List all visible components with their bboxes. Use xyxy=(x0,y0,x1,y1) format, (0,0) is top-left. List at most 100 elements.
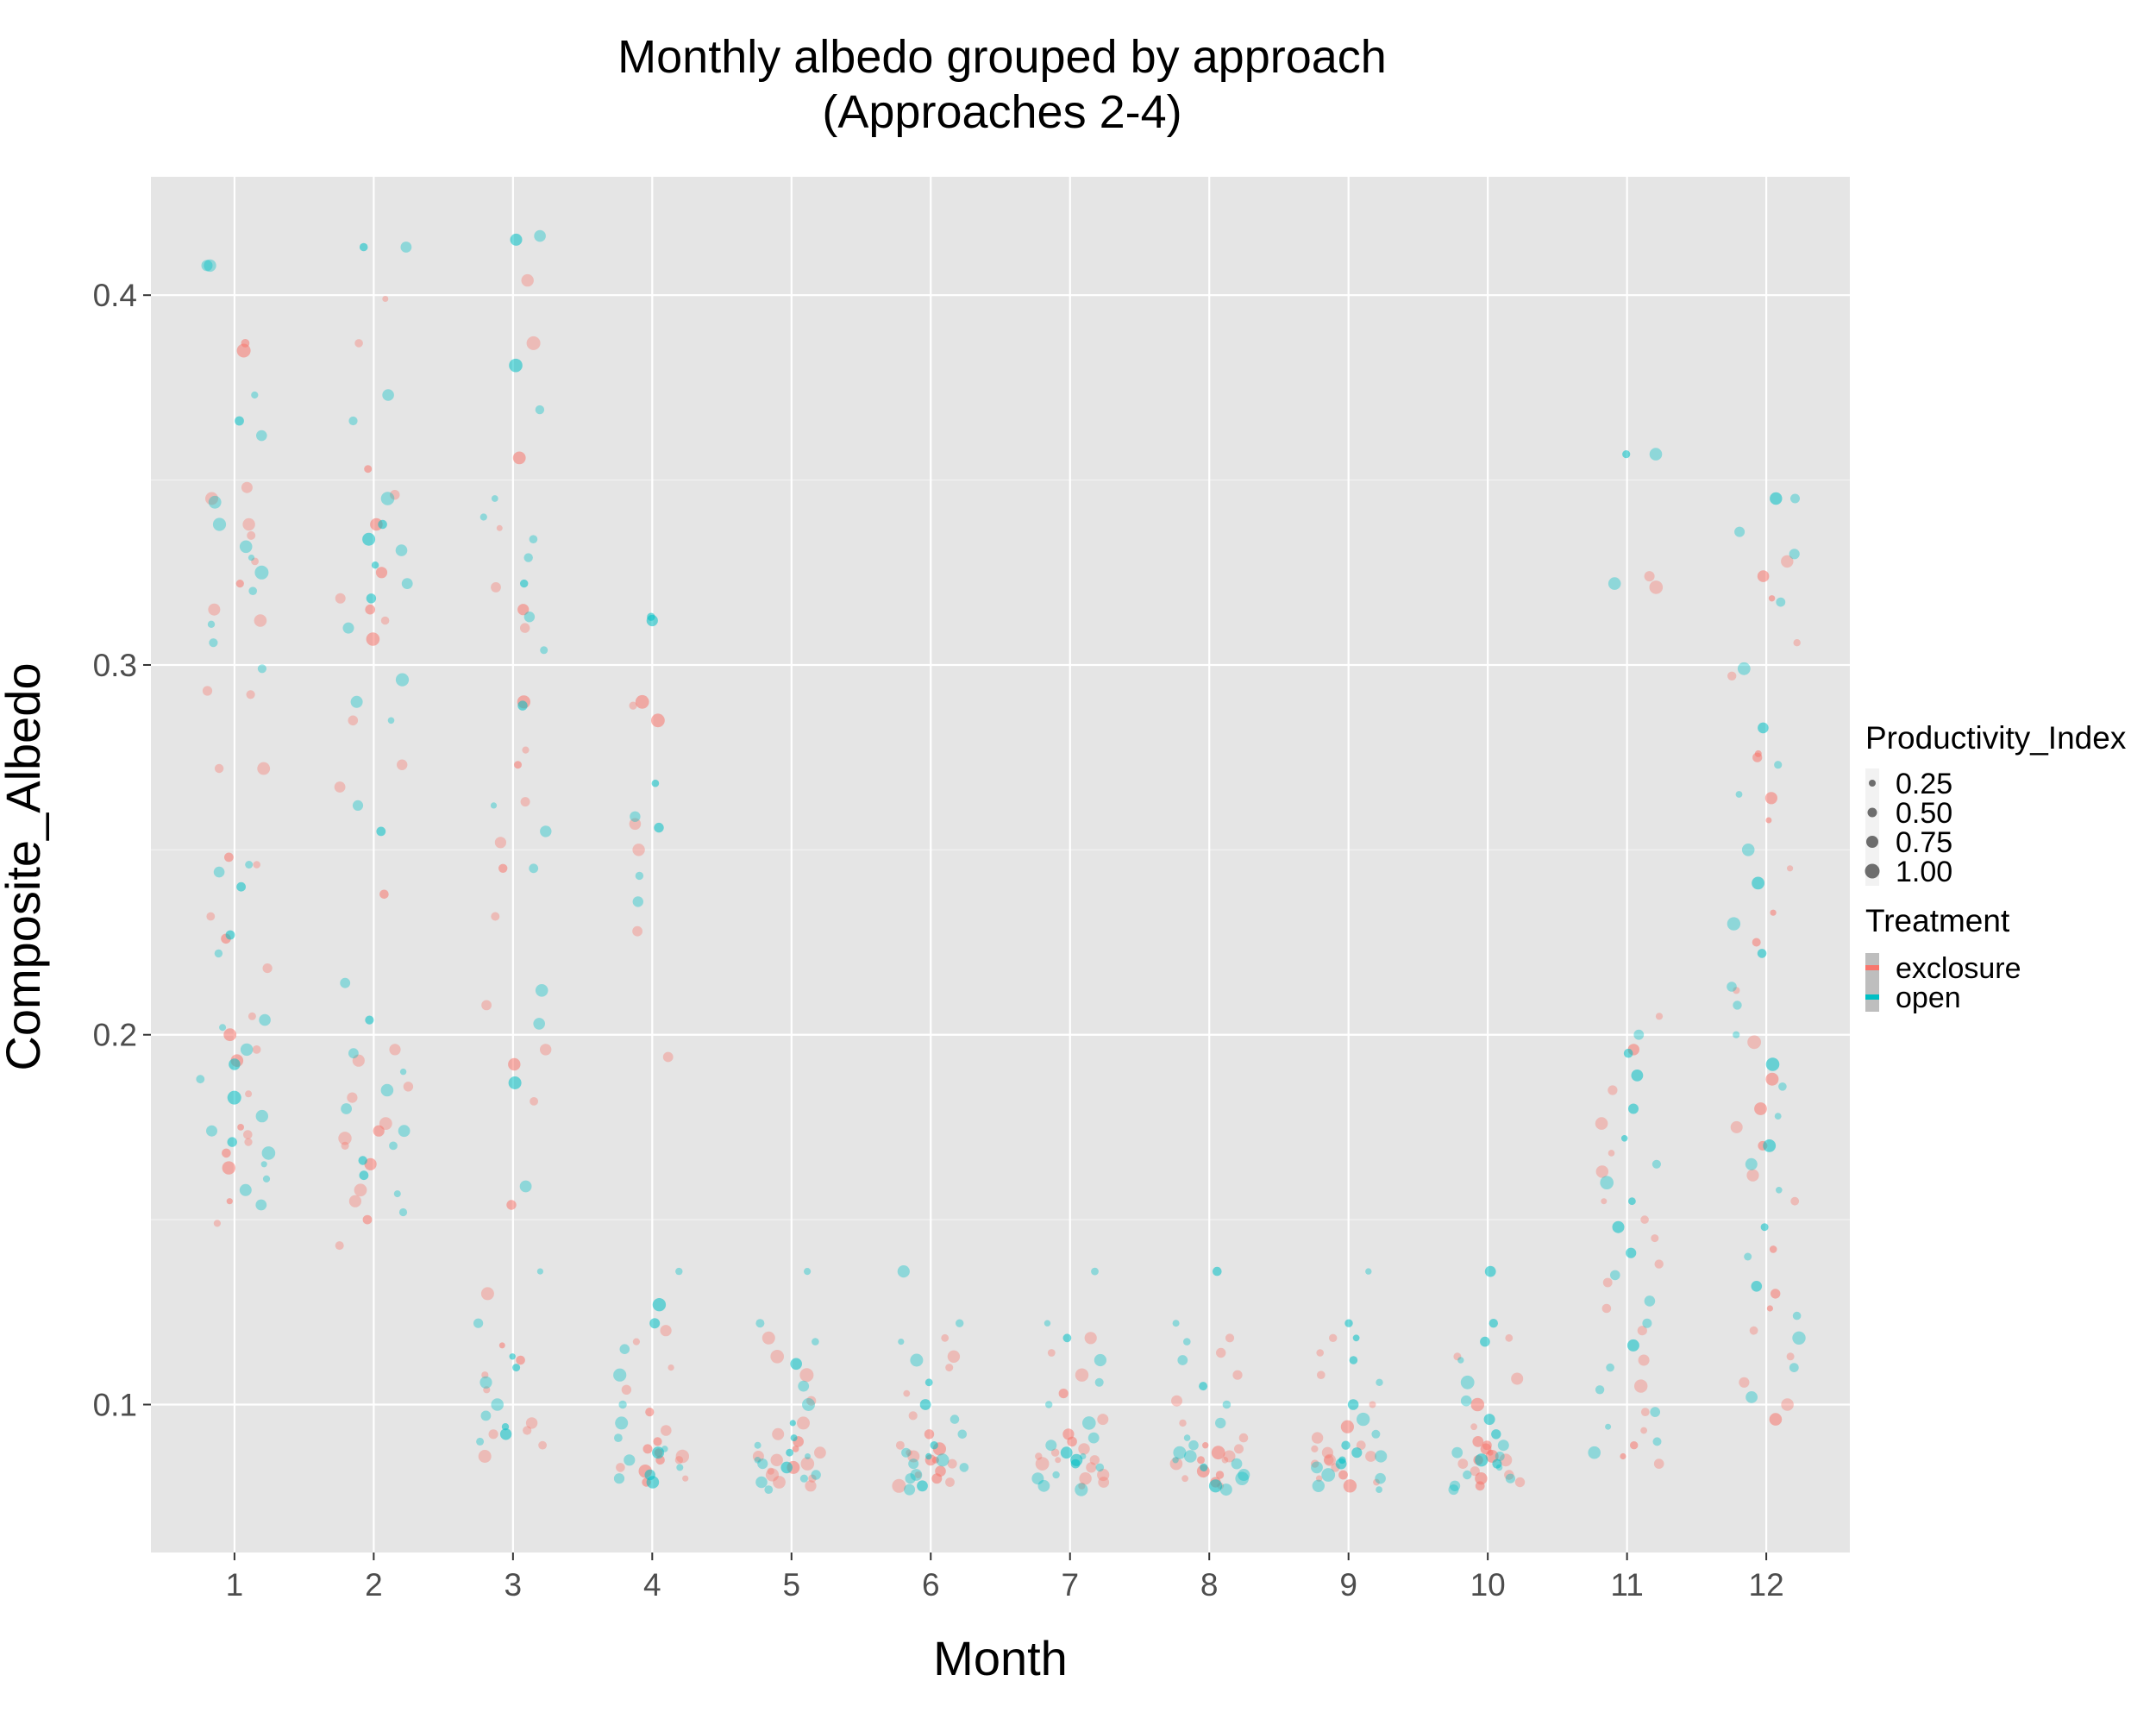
data-point-open xyxy=(790,1434,798,1442)
data-point-exclosure xyxy=(1730,1120,1743,1133)
data-point-exclosure xyxy=(1086,1462,1097,1473)
data-point-exclosure xyxy=(338,1132,352,1145)
data-point-open xyxy=(380,1083,394,1097)
x-axis-ticks: 1 2 3 4 5 6 7 8 9 10 11 12 xyxy=(226,1552,1784,1603)
data-point-exclosure xyxy=(629,701,637,710)
data-point-open xyxy=(535,405,545,415)
data-point-open xyxy=(790,1358,802,1371)
data-point-exclosure xyxy=(931,1456,939,1464)
data-point-exclosure xyxy=(335,593,346,604)
data-point-exclosure xyxy=(380,616,390,625)
data-point-open xyxy=(1491,1429,1501,1440)
data-point-exclosure xyxy=(526,336,541,350)
data-point-open xyxy=(908,1458,919,1470)
data-point-exclosure xyxy=(1058,1389,1069,1399)
data-point-exclosure xyxy=(364,1157,377,1170)
data-point-exclosure xyxy=(931,1473,943,1484)
data-point-open xyxy=(259,1013,271,1026)
data-point-open xyxy=(812,1338,819,1346)
data-point-exclosure xyxy=(1035,1457,1050,1471)
data-point-exclosure xyxy=(1470,1423,1477,1431)
data-point-open xyxy=(255,1109,268,1123)
data-point-exclosure xyxy=(379,889,389,900)
x-tick-label: 8 xyxy=(1200,1567,1219,1603)
data-point-open xyxy=(1371,1429,1381,1439)
data-point-open xyxy=(1235,1471,1249,1485)
data-point-exclosure xyxy=(1338,1470,1348,1480)
data-point-open xyxy=(619,1344,630,1354)
x-axis-label: Month xyxy=(933,1631,1068,1685)
data-point-open xyxy=(652,1446,665,1459)
data-point-exclosure xyxy=(1223,1450,1236,1463)
data-point-exclosure xyxy=(1765,1072,1779,1086)
data-point-exclosure xyxy=(1067,1436,1077,1447)
data-point-exclosure xyxy=(651,713,665,728)
data-point-exclosure xyxy=(496,524,503,531)
data-point-exclosure xyxy=(1311,1459,1319,1468)
data-point-open xyxy=(1600,1176,1614,1189)
data-point-open xyxy=(1183,1434,1191,1441)
data-point-exclosure xyxy=(222,1161,235,1175)
data-point-exclosure xyxy=(1786,1352,1795,1361)
data-point-open xyxy=(1449,1480,1461,1492)
data-point-exclosure xyxy=(1766,1305,1773,1312)
x-tick-label: 3 xyxy=(505,1567,523,1603)
data-point-open xyxy=(1375,1472,1386,1484)
data-point-open xyxy=(789,1420,796,1427)
data-point-exclosure xyxy=(1749,1326,1758,1335)
data-point-exclosure xyxy=(520,797,530,807)
data-point-exclosure xyxy=(1055,1457,1062,1464)
x-tick-label: 2 xyxy=(365,1567,383,1603)
data-point-exclosure xyxy=(1047,1349,1056,1357)
data-point-exclosure xyxy=(520,623,530,633)
data-point-open xyxy=(780,1461,793,1474)
data-point-exclosure xyxy=(1470,1397,1485,1412)
color-legend-label: open xyxy=(1896,982,1961,1014)
data-point-exclosure xyxy=(1365,1451,1376,1462)
data-point-exclosure xyxy=(1765,817,1772,824)
data-point-open xyxy=(1183,1338,1191,1346)
data-point-exclosure xyxy=(1644,571,1655,582)
data-point-open xyxy=(1633,1029,1645,1040)
data-point-open xyxy=(204,259,216,273)
data-point-exclosure xyxy=(375,567,388,579)
data-point-open xyxy=(630,811,641,822)
data-point-exclosure xyxy=(616,1463,625,1472)
data-point-open xyxy=(1588,1446,1601,1459)
data-point-open xyxy=(1765,1057,1780,1071)
data-point-open xyxy=(635,871,644,881)
data-point-open xyxy=(1778,1082,1787,1091)
data-point-exclosure xyxy=(1097,1414,1109,1426)
size-legend-label: 1.00 xyxy=(1896,856,1952,888)
data-point-exclosure xyxy=(1640,1215,1649,1224)
size-legend-dot xyxy=(1865,863,1880,879)
data-point-exclosure xyxy=(382,296,389,302)
data-point-open xyxy=(1335,1458,1347,1470)
data-point-exclosure xyxy=(667,1364,674,1371)
data-point-open xyxy=(905,1473,916,1484)
data-point-open xyxy=(1460,1395,1472,1407)
data-point-exclosure xyxy=(635,694,649,709)
size-legend-label: 0.75 xyxy=(1896,826,1952,859)
data-point-open xyxy=(227,1090,241,1105)
data-point-open xyxy=(614,1433,623,1442)
data-point-exclosure xyxy=(223,1028,237,1042)
data-point-exclosure xyxy=(1078,1482,1086,1490)
data-point-open xyxy=(1037,1479,1050,1492)
data-point-exclosure xyxy=(1511,1372,1524,1385)
data-point-open xyxy=(802,1398,815,1411)
data-point-open xyxy=(536,1268,544,1275)
data-point-exclosure xyxy=(1504,1470,1514,1480)
data-point-exclosure xyxy=(352,1054,365,1067)
data-point-exclosure xyxy=(1234,1444,1244,1454)
y-tick-label: 0.2 xyxy=(93,1018,137,1053)
data-point-open xyxy=(1744,1252,1752,1261)
data-point-open xyxy=(936,1453,950,1467)
data-point-exclosure xyxy=(814,1446,826,1459)
data-point-exclosure xyxy=(621,1384,632,1396)
data-point-open xyxy=(1620,1135,1628,1142)
y-axis-label: Composite_Albedo xyxy=(0,662,50,1070)
data-point-open xyxy=(1460,1375,1475,1389)
data-point-exclosure xyxy=(514,761,522,769)
